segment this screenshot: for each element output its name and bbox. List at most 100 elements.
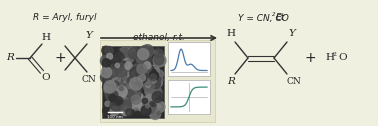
Circle shape [104,86,115,97]
Circle shape [115,97,123,105]
Circle shape [153,101,165,113]
Circle shape [135,108,138,111]
Circle shape [144,62,150,68]
Circle shape [147,66,151,70]
Circle shape [116,63,124,70]
Circle shape [139,82,145,87]
Circle shape [142,90,155,102]
Circle shape [118,94,127,103]
Circle shape [155,49,163,58]
Circle shape [109,105,113,109]
Circle shape [118,79,126,87]
Circle shape [139,77,144,83]
Circle shape [107,90,118,101]
Circle shape [107,58,119,69]
Circle shape [148,108,156,116]
Circle shape [132,47,144,60]
Circle shape [147,98,156,108]
Circle shape [115,68,122,75]
Circle shape [155,70,163,78]
Circle shape [151,98,159,105]
Circle shape [132,52,141,61]
Circle shape [130,98,136,104]
Circle shape [136,51,141,56]
Circle shape [146,93,156,104]
Circle shape [107,60,114,68]
Circle shape [155,54,160,59]
Circle shape [150,88,163,100]
Circle shape [130,91,141,101]
Text: Et: Et [276,13,285,23]
Circle shape [129,88,141,100]
Text: R = Aryl, furyl: R = Aryl, furyl [33,13,97,23]
Circle shape [157,111,160,115]
Circle shape [156,94,161,99]
Circle shape [107,77,114,84]
Text: Y: Y [288,29,296,39]
Circle shape [116,75,121,80]
Circle shape [144,62,151,69]
Circle shape [131,63,136,68]
Circle shape [155,95,161,100]
Circle shape [141,64,147,69]
Circle shape [121,84,127,91]
Circle shape [117,76,126,86]
Circle shape [143,99,154,110]
Circle shape [138,49,149,60]
Circle shape [112,91,121,100]
Circle shape [140,55,147,63]
Circle shape [121,106,131,116]
Circle shape [146,94,153,101]
Circle shape [151,86,161,96]
Circle shape [146,80,153,86]
Circle shape [134,91,144,100]
Circle shape [113,90,123,100]
Circle shape [127,78,132,84]
Circle shape [137,92,145,100]
Circle shape [133,62,144,73]
Circle shape [127,74,131,78]
Circle shape [141,45,154,57]
Circle shape [138,66,150,78]
Circle shape [141,53,147,58]
Circle shape [149,65,160,76]
Circle shape [136,92,148,103]
Circle shape [123,80,129,87]
Circle shape [151,81,158,88]
Circle shape [149,71,158,81]
Circle shape [108,82,120,93]
Circle shape [146,81,158,93]
Circle shape [158,105,161,108]
Circle shape [107,53,113,59]
Text: ethanol, r.t.: ethanol, r.t. [133,33,185,42]
Circle shape [128,57,133,62]
Circle shape [115,52,124,62]
Circle shape [123,85,128,90]
Circle shape [154,55,164,65]
Circle shape [130,58,137,65]
Circle shape [104,85,113,93]
Circle shape [104,69,109,73]
Circle shape [146,104,150,108]
Circle shape [129,79,141,91]
Circle shape [113,111,117,115]
Circle shape [153,90,159,97]
Text: H: H [226,28,235,38]
Circle shape [147,72,154,78]
Circle shape [120,85,132,97]
Circle shape [121,61,127,67]
Circle shape [130,89,140,99]
Circle shape [122,100,132,109]
Circle shape [146,78,155,87]
Circle shape [153,54,166,67]
Circle shape [119,76,132,89]
Circle shape [114,87,122,96]
Circle shape [137,73,147,83]
Circle shape [111,82,118,89]
Circle shape [104,81,116,93]
Text: R: R [227,77,235,87]
Circle shape [112,79,124,91]
Circle shape [146,111,150,115]
Circle shape [154,75,163,84]
Circle shape [141,73,148,79]
